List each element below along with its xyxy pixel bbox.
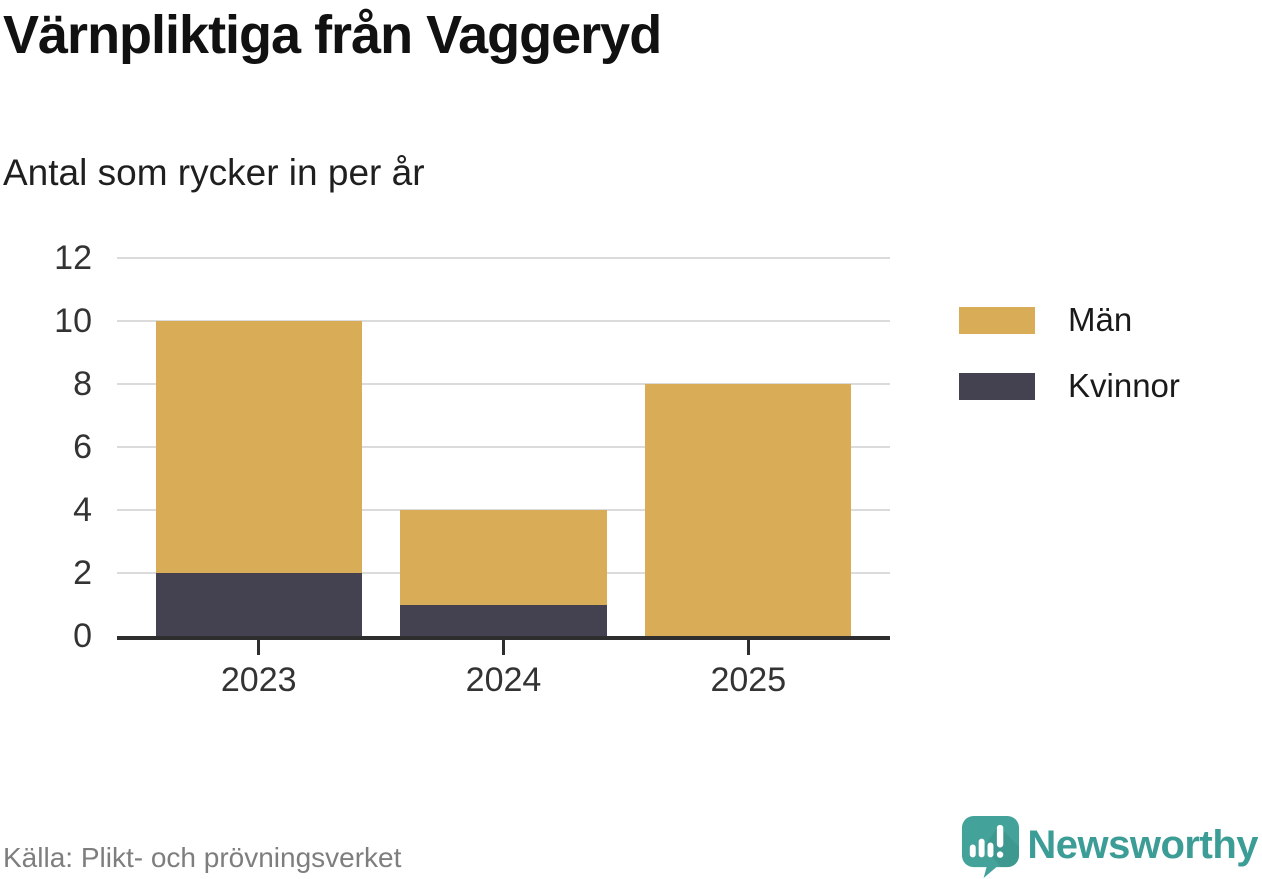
y-tick-label: 0 [73,617,92,655]
legend-item-kvinnor: Kvinnor [959,367,1180,405]
legend-swatch [959,306,1035,334]
x-axis: 2023 2024 2025 [117,640,890,710]
newsworthy-logo-icon [962,815,1020,878]
gridline-6 [117,446,890,448]
bar-2024-män [400,510,607,605]
x-tick [257,640,261,655]
bar-2023-kvinnor [155,573,362,636]
y-axis: 0 2 4 6 8 10 12 [0,241,92,653]
x-tick [502,640,505,655]
legend-swatch [959,372,1035,400]
x-tick-label: 2025 [710,661,787,699]
plot-area [117,257,890,640]
legend-label: Män [1068,301,1133,338]
y-tick-label: 4 [73,491,92,529]
source-text: Källa: Plikt- och prövningsverket [3,842,402,873]
bar-2025-män [645,384,852,636]
x-tick-label: 2023 [220,661,297,699]
y-tick-label: 8 [73,365,92,403]
y-tick-label: 10 [54,302,92,340]
legend: Män Kvinnor [959,301,1180,433]
chart-title: Värnpliktiga från Vaggeryd [3,5,662,65]
brand-name: Newsworthy [1027,823,1258,867]
bar-2024-kvinnor [400,604,607,636]
gridline-8 [117,383,890,385]
legend-item-män: Män [959,301,1180,339]
brand-logo: Newsworthy [958,813,1258,878]
bar-2023-män [155,321,362,573]
x-tick-label: 2024 [465,661,542,699]
chart-subtitle: Antal som rycker in per år [3,152,425,193]
x-tick [746,640,750,655]
gridline-12 [117,257,890,259]
y-tick-label: 2 [73,554,92,592]
y-tick-label: 12 [54,239,92,277]
gridline-10 [117,320,890,322]
y-tick-label: 6 [73,428,92,466]
legend-label: Kvinnor [1068,367,1180,404]
